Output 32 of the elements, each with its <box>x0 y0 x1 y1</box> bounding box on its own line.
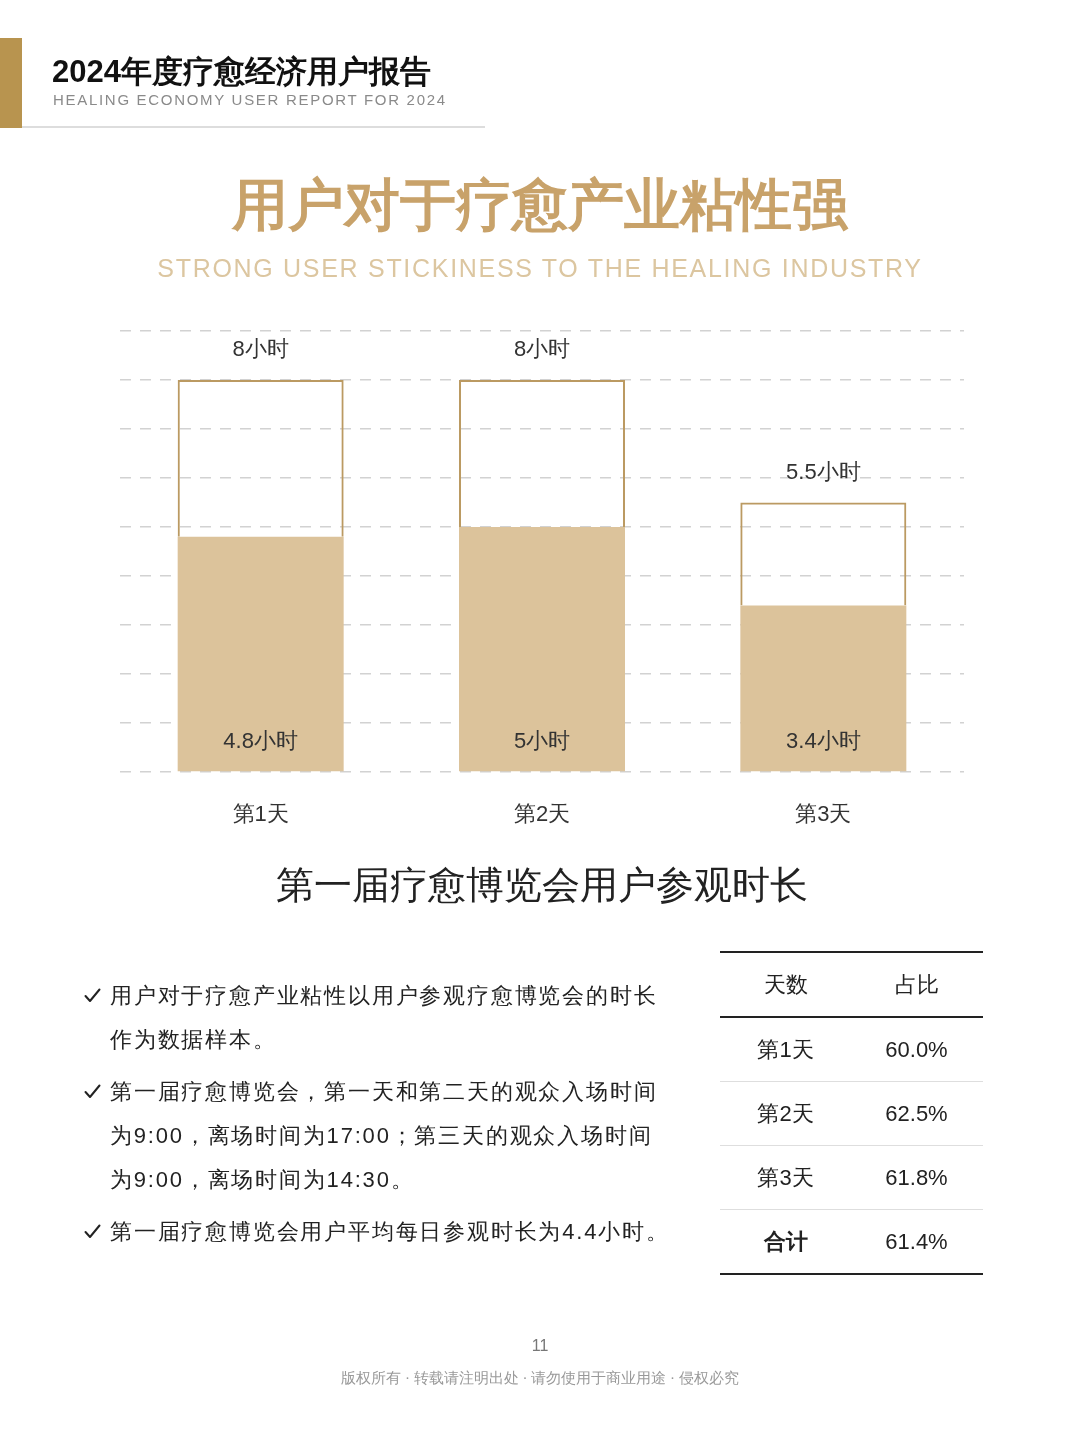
x-tick-label: 第3天 <box>795 801 852 827</box>
x-tick-label: 第1天 <box>232 801 289 827</box>
bar <box>740 605 907 772</box>
chart-subtitle: STRONG USER STICKINESS TO THE HEALING INDUSTRY <box>156 253 924 284</box>
text: 版权所有 · 转载请注明出处 · 请勿使用于商业用途 · 侵权必究 <box>340 1369 740 1388</box>
bar <box>459 527 625 772</box>
data-label: 3.4小时 <box>786 728 861 754</box>
chart-title: 用户对于疗愈产业粘性强 <box>230 173 850 238</box>
total-label: 8小时 <box>513 336 571 362</box>
text: 第2天 <box>756 1099 815 1128</box>
text: 第一届疗愈博览会用户平均每日参观时长为4.4小时。 <box>110 1218 670 1246</box>
text: 2024年度疗愈经济用户报告 <box>52 53 431 91</box>
data-label: 4.8小时 <box>223 728 298 754</box>
x-tick-label: 第2天 <box>513 801 571 827</box>
text: 合计 <box>762 1227 809 1256</box>
text: 62.5% <box>884 1100 949 1127</box>
text: 11 <box>530 1336 550 1356</box>
text: 第一届疗愈博览会，第一天和第二天的观众入场时间为9:00，离场时间为17:00；第三天的观众入场时间为9:00，离场时间为14:30。 <box>110 1078 659 1194</box>
text: 60.0% <box>884 1036 949 1063</box>
text: 用户对于疗愈产业粘性以用户参观疗愈博览会的时长作为数据样本。 <box>110 982 659 1054</box>
data-label: 5小时 <box>513 728 571 754</box>
text: 61.4% <box>884 1228 949 1255</box>
text: 天数 <box>762 970 809 999</box>
total-label: 8小时 <box>232 336 289 362</box>
text: HEALING ECONOMY USER REPORT FOR 2024 <box>53 91 447 109</box>
text: 第1天 <box>756 1035 815 1064</box>
x-axis-title: 第一届疗愈博览会用户参观时长 <box>276 863 808 906</box>
text: 占比 <box>893 970 940 999</box>
bar <box>177 536 344 772</box>
text: 第3天 <box>756 1163 815 1192</box>
text: 61.8% <box>884 1164 949 1191</box>
total-label: 5.5小时 <box>786 458 861 484</box>
